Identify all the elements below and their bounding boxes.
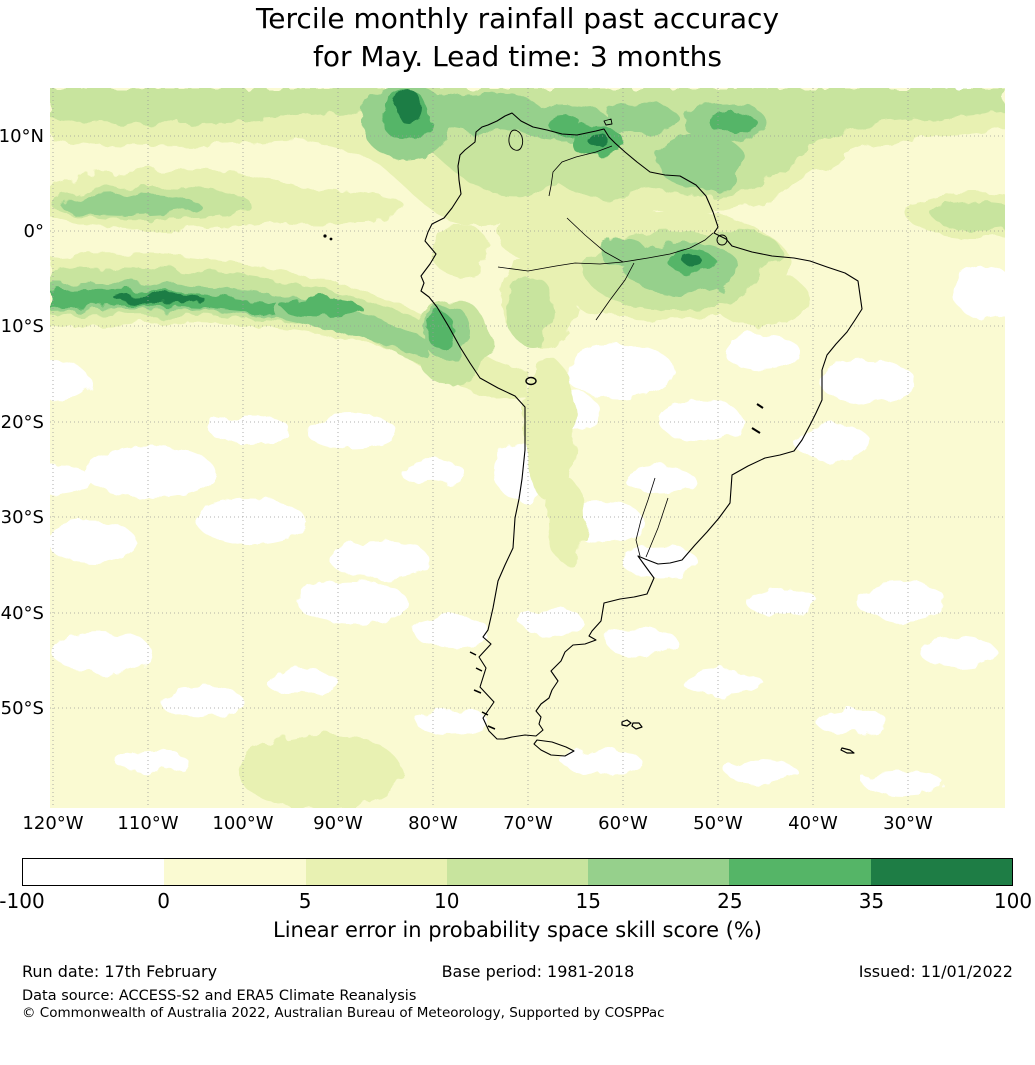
- river-uruguay: [645, 497, 669, 558]
- figure-title-line2: for May. Lead time: 3 months: [312, 40, 723, 73]
- skill-map: 10°N 0° 10°S 20°S 30°S 40°S 50°S 120°W 1…: [0, 88, 1005, 834]
- lon-tick: 60°W: [598, 813, 648, 834]
- lon-tick: 110°W: [117, 813, 178, 834]
- lon-tick: 120°W: [22, 813, 83, 834]
- colorbar-tick: 100: [993, 889, 1033, 913]
- footer-row-1: Run date: 17th February Base period: 198…: [22, 962, 1013, 981]
- base-period-text: Base period: 1981-2018: [441, 962, 635, 981]
- colorbar-segment: [729, 859, 871, 885]
- lon-tick: 50°W: [693, 813, 743, 834]
- river-orinoco: [548, 145, 613, 197]
- lake-maracaibo: [508, 129, 524, 151]
- colorbar-segment: [446, 859, 589, 885]
- lon-tick: 30°W: [883, 813, 933, 834]
- axis-labels: 10°N 0° 10°S 20°S 30°S 40°S 50°S 120°W 1…: [0, 126, 933, 834]
- skill-layer-35-100: [115, 90, 704, 304]
- colorbar: [22, 858, 1013, 886]
- south-america-coastline: [420, 112, 863, 740]
- river-parana: [635, 477, 656, 557]
- map-data-area: [50, 88, 1005, 808]
- colorbar-segment: [588, 859, 730, 885]
- falkland-islands: [621, 719, 643, 730]
- colorbar-segment: [870, 859, 1012, 885]
- lon-tick: 80°W: [408, 813, 458, 834]
- galapagos-islands: [323, 234, 333, 241]
- lon-tick: 70°W: [503, 813, 553, 834]
- tierra-del-fuego-coastline: [533, 739, 575, 757]
- colorbar-segment: [23, 859, 165, 885]
- trinidad-island: [603, 118, 613, 126]
- data-source-text: Data source: ACCESS-S2 and ERA5 Climate …: [22, 988, 417, 1004]
- lat-tick: 10°N: [0, 126, 44, 147]
- colorbar-tick: 10: [433, 889, 460, 913]
- lon-tick: 90°W: [313, 813, 363, 834]
- run-date-text: Run date: 17th February: [22, 962, 218, 981]
- lat-tick: 30°S: [1, 507, 44, 528]
- colorbar-tick: 25: [717, 889, 743, 913]
- issued-text: Issued: 11/01/2022: [858, 962, 1013, 981]
- colorbar-tick: 5: [298, 889, 312, 913]
- south-georgia-island: [840, 747, 855, 754]
- colorbar-tick: 35: [858, 889, 885, 913]
- colorbar-tick: 0: [157, 889, 170, 913]
- lon-tick: 40°W: [788, 813, 838, 834]
- marajo-island: [716, 234, 728, 246]
- figure-title-line1: Tercile monthly rainfall past accuracy: [255, 2, 780, 35]
- colorbar-segment: [305, 859, 447, 885]
- chilean-archipelago-marks: [469, 651, 496, 730]
- lake-titicaca: [525, 376, 537, 386]
- lat-tick: 10°S: [1, 316, 44, 337]
- river-madeira: [595, 262, 635, 321]
- lon-tick: 100°W: [212, 813, 273, 834]
- lat-tick: 0°: [24, 221, 44, 242]
- map-gridlines: [50, 88, 1005, 808]
- colorbar-tick: 15: [575, 889, 602, 913]
- colorbar-ticks: -100 0 5 10 15 25 35 100: [0, 889, 1032, 915]
- river-negro: [566, 217, 624, 263]
- lat-tick: 20°S: [1, 412, 44, 433]
- copyright-text: © Commonwealth of Australia 2022, Austra…: [22, 1005, 665, 1021]
- colorbar-segment: [164, 859, 306, 885]
- rivers: [497, 145, 714, 558]
- brazil-lake-marks: [751, 403, 764, 434]
- coastlines: [420, 112, 863, 757]
- colorbar-tick: -100: [0, 889, 45, 913]
- colorbar-label: Linear error in probability space skill …: [273, 918, 762, 942]
- lat-tick: 40°S: [1, 603, 44, 624]
- figure-title: Tercile monthly rainfall past accuracy f…: [0, 0, 1035, 76]
- lat-tick: 50°S: [1, 698, 44, 719]
